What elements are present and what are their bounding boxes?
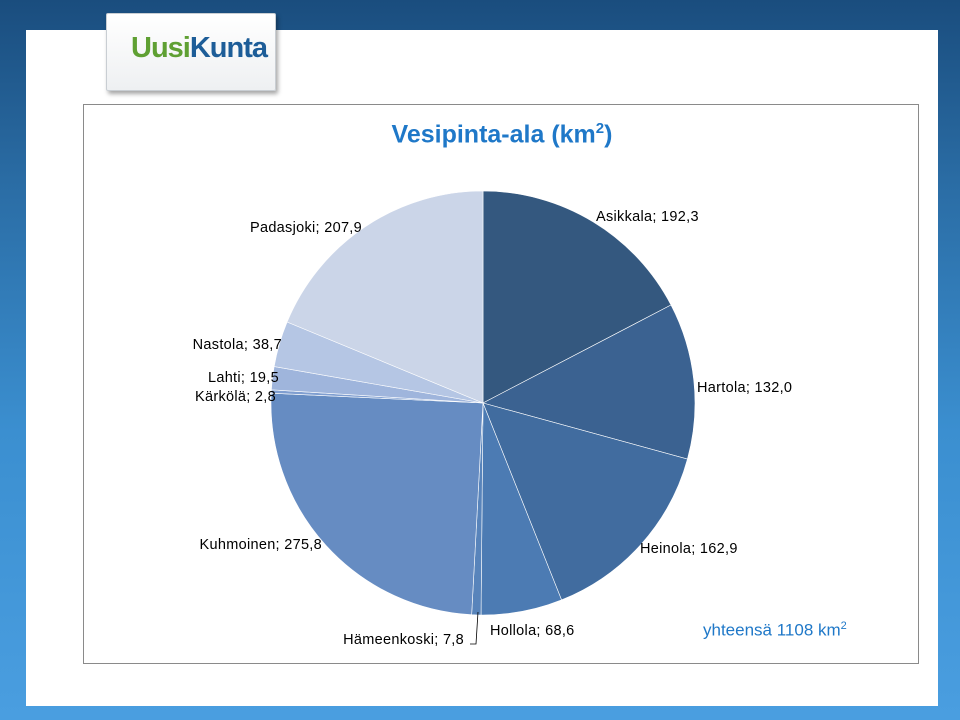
total-area-label: yhteensä 1108 km2 bbox=[703, 620, 847, 641]
pie-slice-heinola bbox=[482, 402, 688, 601]
logo-part1: Uusi bbox=[131, 32, 191, 64]
total-text: yhteensä 1108 km bbox=[703, 620, 841, 640]
slice-label-asikkala: Asikkala; 192,3 bbox=[596, 209, 699, 225]
logo-text: UusiKunta bbox=[131, 32, 268, 65]
chart-title-text: Vesipinta-ala (km bbox=[391, 120, 596, 149]
slice-label-padasjoki: Padasjoki; 207,9 bbox=[250, 220, 362, 236]
chart-title-superscript: 2 bbox=[595, 120, 605, 137]
slice-label-hameenkoski: Hämeenkoski; 7,8 bbox=[343, 632, 464, 648]
logo-part2: Kunta bbox=[189, 32, 268, 64]
pie-slice-padasjoki bbox=[286, 190, 484, 404]
slice-label-hollola: Hollola; 68,6 bbox=[490, 623, 575, 639]
chart-title-suffix: ) bbox=[604, 120, 613, 149]
chart-title: Vesipinta-ala (km2) bbox=[84, 120, 920, 149]
total-superscript: 2 bbox=[840, 620, 847, 632]
pie-slice-kuhmoinen bbox=[270, 392, 484, 616]
slice-label-lahti: Lahti; 19,5 bbox=[208, 370, 279, 386]
uusikunta-logo: UusiKunta bbox=[106, 13, 276, 91]
slice-label-nastola: Nastola; 38,7 bbox=[193, 337, 282, 353]
slice-label-heinola: Heinola; 162,9 bbox=[640, 541, 738, 557]
pie-slice-asikkala bbox=[482, 190, 672, 404]
slice-label-kuhmoinen: Kuhmoinen; 275,8 bbox=[200, 537, 323, 553]
leader-line-hameenkoski bbox=[470, 611, 479, 645]
slice-label-karkola: Kärkölä; 2,8 bbox=[195, 389, 276, 405]
slice-label-hartola: Hartola; 132,0 bbox=[697, 380, 792, 396]
pie-slice-hartola bbox=[482, 304, 696, 460]
